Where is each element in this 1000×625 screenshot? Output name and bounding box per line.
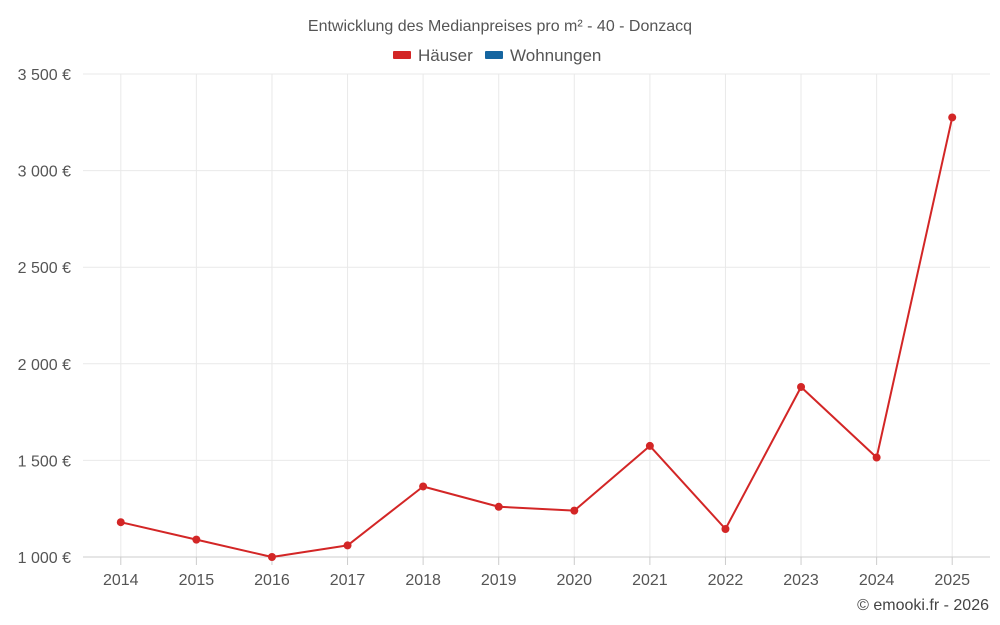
legend-item-haeuser[interactable]: Häuser bbox=[393, 46, 473, 65]
data-point[interactable] bbox=[494, 502, 503, 511]
x-tick-label: 2016 bbox=[254, 572, 290, 589]
data-point[interactable] bbox=[419, 482, 428, 491]
data-point[interactable] bbox=[343, 541, 352, 550]
legend: Häuser Wohnungen bbox=[393, 46, 601, 65]
data-point[interactable] bbox=[948, 113, 957, 122]
x-tick-label: 2022 bbox=[708, 572, 744, 589]
x-tick-label: 2020 bbox=[556, 572, 592, 589]
y-tick-label: 2 000 € bbox=[18, 357, 71, 374]
y-tick-label: 3 500 € bbox=[18, 67, 71, 84]
data-point[interactable] bbox=[721, 524, 730, 533]
data-point[interactable] bbox=[570, 506, 579, 515]
series-layer bbox=[116, 113, 957, 561]
data-point[interactable] bbox=[116, 518, 125, 527]
x-tick-label: 2019 bbox=[481, 572, 517, 589]
y-tick-label: 3 000 € bbox=[18, 164, 71, 181]
axes: 1 000 € 1 500 € 2 000 € 2 500 € 3 000 € 3 500… bbox=[18, 67, 990, 589]
credit-text: © emooki.fr - 2026 bbox=[857, 597, 989, 614]
series-line-0 bbox=[120, 117, 954, 558]
data-point[interactable] bbox=[645, 441, 654, 450]
legend-label-haeuser: Häuser bbox=[418, 46, 473, 65]
legend-swatch-haeuser bbox=[393, 51, 411, 59]
x-tick-label: 2024 bbox=[859, 572, 895, 589]
x-tick-label: 2023 bbox=[783, 572, 819, 589]
chart-title: Entwicklung des Medianpreises pro m² - 4… bbox=[308, 18, 692, 35]
data-point[interactable] bbox=[872, 453, 881, 462]
x-tick-label: 2017 bbox=[330, 572, 366, 589]
grid bbox=[83, 73, 990, 557]
x-tick-label: 2018 bbox=[405, 572, 441, 589]
x-tick-label: 2025 bbox=[934, 572, 970, 589]
y-tick-label: 1 500 € bbox=[18, 453, 71, 470]
y-tick-label: 1 000 € bbox=[18, 550, 71, 567]
legend-item-wohnungen[interactable]: Wohnungen bbox=[485, 46, 601, 65]
x-tick-label: 2021 bbox=[632, 572, 668, 589]
x-tick-label: 2015 bbox=[179, 572, 215, 589]
data-point[interactable] bbox=[267, 553, 276, 561]
x-tick-label: 2014 bbox=[103, 572, 139, 589]
legend-label-wohnungen: Wohnungen bbox=[510, 46, 601, 65]
y-tick-label: 2 500 € bbox=[18, 260, 71, 277]
legend-swatch-wohnungen bbox=[485, 51, 503, 59]
data-point[interactable] bbox=[797, 382, 806, 391]
data-point[interactable] bbox=[192, 535, 201, 544]
